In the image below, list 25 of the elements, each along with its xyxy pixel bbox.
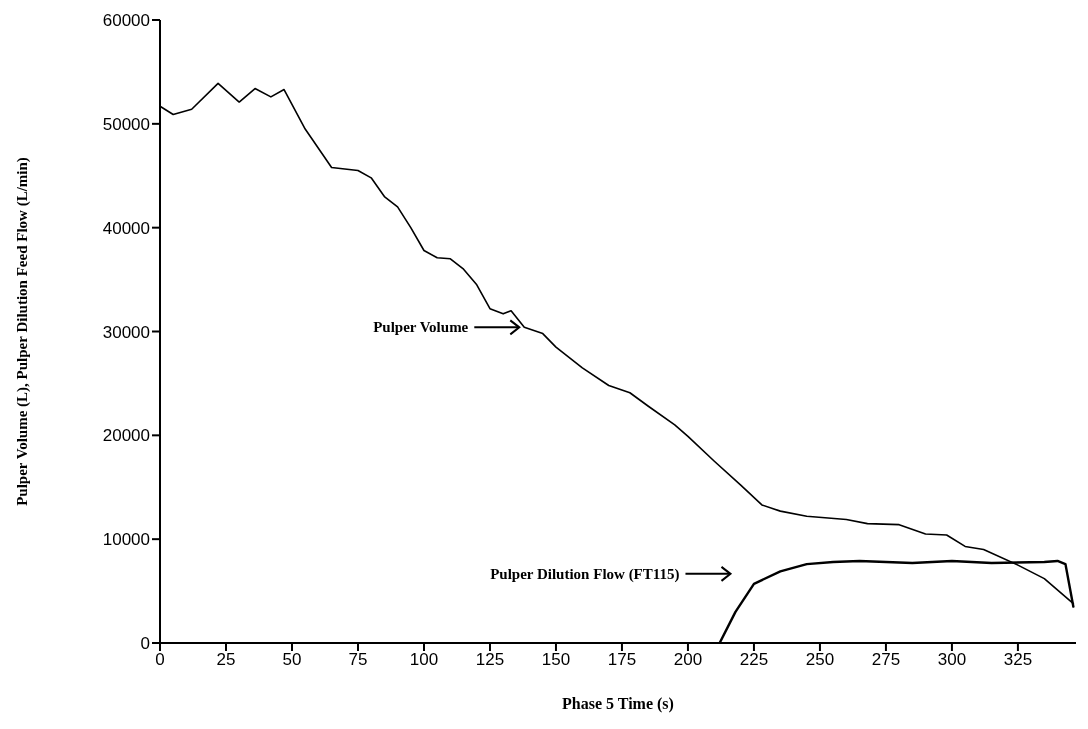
y-tick-label: 60000 (102, 11, 150, 31)
y-tick-label: 40000 (102, 218, 150, 238)
x-tick-label: 200 (673, 650, 703, 670)
y-tick-label: 50000 (102, 114, 150, 134)
x-tick-label: 0 (155, 650, 165, 670)
x-tick-label: 250 (805, 650, 835, 670)
x-tick-label: 325 (1003, 650, 1033, 670)
y-tick-label: 20000 (102, 426, 150, 446)
legend-label: Pulper Volume (373, 319, 469, 336)
x-tick-label: 25 (216, 650, 236, 670)
x-tick-label: 275 (871, 650, 901, 670)
x-tick-label: 225 (739, 650, 769, 670)
y-tick-label: 0 (140, 634, 150, 654)
x-tick-label: 150 (541, 650, 571, 670)
x-tick-label: 50 (282, 650, 302, 670)
y-axis-title: Pulper Volume (L), Pulper Dilution Feed Flow (L/min) (14, 157, 32, 506)
x-tick-label: 125 (475, 650, 505, 670)
x-tick-label: 100 (409, 650, 439, 670)
x-tick-label: 300 (937, 650, 967, 670)
x-tick-label: 75 (348, 650, 368, 670)
legend-label: Pulper Dilution Flow (FT115) (490, 565, 680, 583)
x-tick-label: 175 (607, 650, 637, 670)
y-tick-label: 10000 (102, 530, 150, 550)
y-tick-label: 30000 (102, 322, 150, 342)
x-axis-title: Phase 5 Time (s) (562, 695, 674, 713)
